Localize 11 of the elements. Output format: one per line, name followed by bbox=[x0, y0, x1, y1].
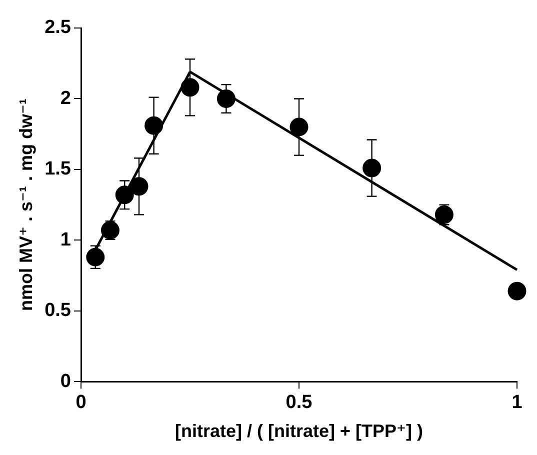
y-axis-title: nmol MV⁺ . s⁻¹ . mg dw⁻¹ bbox=[16, 98, 36, 312]
y-tick-label: 2 bbox=[60, 88, 72, 109]
y-tick-label: 1.5 bbox=[44, 158, 72, 180]
y-tick-label: 0.5 bbox=[44, 300, 72, 322]
y-tick-label: 1 bbox=[60, 229, 72, 250]
x-tick-label: 1 bbox=[512, 392, 523, 414]
y-tick-label: 0 bbox=[60, 370, 72, 392]
x-axis-title: [nitrate] / ( [nitrate] + [TPP⁺] ) bbox=[175, 421, 424, 442]
y-tick-label: 2.5 bbox=[44, 17, 72, 38]
x-tick-label: 0 bbox=[76, 392, 86, 414]
x-tick-label: 0.5 bbox=[286, 392, 313, 414]
